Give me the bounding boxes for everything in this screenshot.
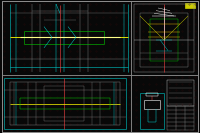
- Bar: [185, 3, 195, 8]
- Bar: [131, 75, 198, 132]
- Bar: [167, 106, 194, 130]
- Bar: [167, 80, 194, 106]
- Bar: [131, 1, 198, 75]
- Bar: [2, 1, 131, 75]
- Bar: [2, 75, 131, 132]
